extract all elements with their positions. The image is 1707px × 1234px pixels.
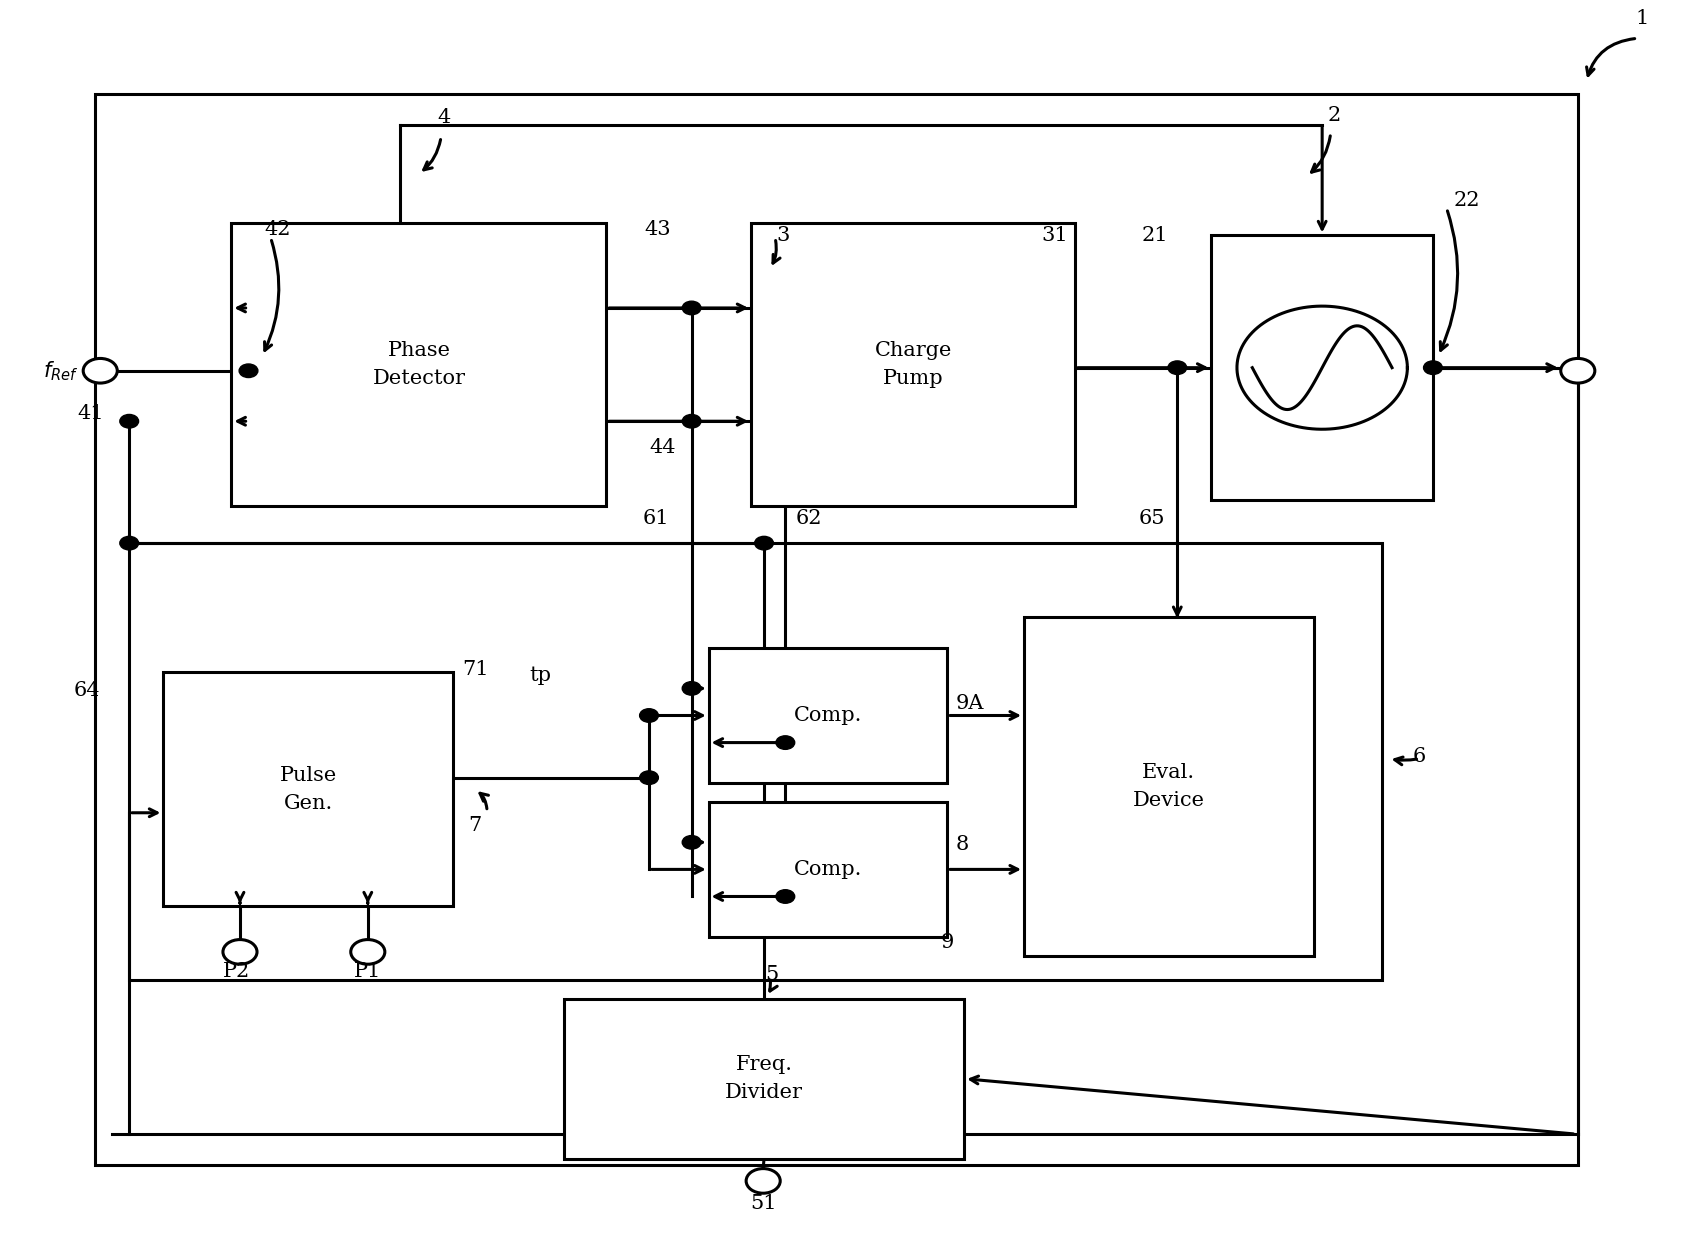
Circle shape [777, 890, 795, 903]
Circle shape [640, 771, 659, 785]
Circle shape [224, 939, 258, 964]
Circle shape [350, 939, 384, 964]
Bar [1024, 617, 1314, 955]
Text: 61: 61 [644, 510, 669, 528]
Text: 4: 4 [439, 107, 451, 127]
Bar [96, 94, 1577, 1165]
Text: 64: 64 [73, 681, 101, 701]
Text: 9: 9 [941, 933, 954, 953]
Circle shape [640, 708, 659, 722]
Text: P1: P1 [353, 961, 381, 981]
Text: 6: 6 [1412, 747, 1425, 765]
Bar [563, 998, 964, 1159]
Circle shape [1424, 360, 1442, 374]
Text: 22: 22 [1453, 191, 1480, 210]
Text: 43: 43 [644, 220, 671, 238]
Circle shape [239, 364, 258, 378]
Circle shape [119, 415, 138, 428]
Text: 65: 65 [1139, 510, 1166, 528]
Bar [751, 223, 1075, 506]
Text: tp: tp [529, 665, 551, 685]
Text: 62: 62 [795, 510, 823, 528]
Circle shape [754, 537, 773, 550]
Bar [1212, 236, 1432, 500]
Bar [232, 223, 606, 506]
Circle shape [683, 301, 702, 315]
Text: 5: 5 [765, 965, 778, 983]
Text: 51: 51 [749, 1195, 777, 1213]
Text: Phase
Detector: Phase Detector [372, 341, 466, 389]
Text: Freq.
Divider: Freq. Divider [725, 1055, 802, 1102]
Text: 2: 2 [1328, 106, 1340, 125]
Text: 8: 8 [956, 835, 970, 854]
Bar [708, 648, 947, 784]
Bar [164, 673, 452, 906]
Text: 21: 21 [1142, 226, 1169, 244]
Circle shape [683, 415, 702, 428]
Circle shape [84, 358, 118, 383]
Circle shape [683, 835, 702, 849]
Circle shape [746, 1169, 780, 1193]
Bar [708, 802, 947, 937]
Text: P2: P2 [224, 961, 251, 981]
Circle shape [683, 681, 702, 695]
Text: 44: 44 [649, 438, 676, 458]
Text: Charge
Pump: Charge Pump [874, 341, 953, 389]
Circle shape [777, 735, 795, 749]
Text: 71: 71 [463, 659, 488, 679]
Circle shape [119, 537, 138, 550]
Bar [130, 543, 1381, 980]
Text: 41: 41 [77, 405, 104, 423]
Text: 3: 3 [777, 226, 790, 244]
Text: 7: 7 [468, 817, 481, 835]
Text: Pulse
Gen.: Pulse Gen. [280, 766, 336, 813]
Text: Comp.: Comp. [794, 860, 862, 879]
Circle shape [1560, 358, 1594, 383]
Text: 9A: 9A [956, 694, 985, 713]
Text: $f_{Ref}$: $f_{Ref}$ [43, 359, 79, 383]
Text: 1: 1 [1635, 10, 1649, 28]
Text: 42: 42 [265, 220, 290, 238]
Text: Comp.: Comp. [794, 706, 862, 726]
Text: 31: 31 [1041, 226, 1069, 244]
Circle shape [1168, 360, 1186, 374]
Text: Eval.
Device: Eval. Device [1133, 763, 1205, 810]
